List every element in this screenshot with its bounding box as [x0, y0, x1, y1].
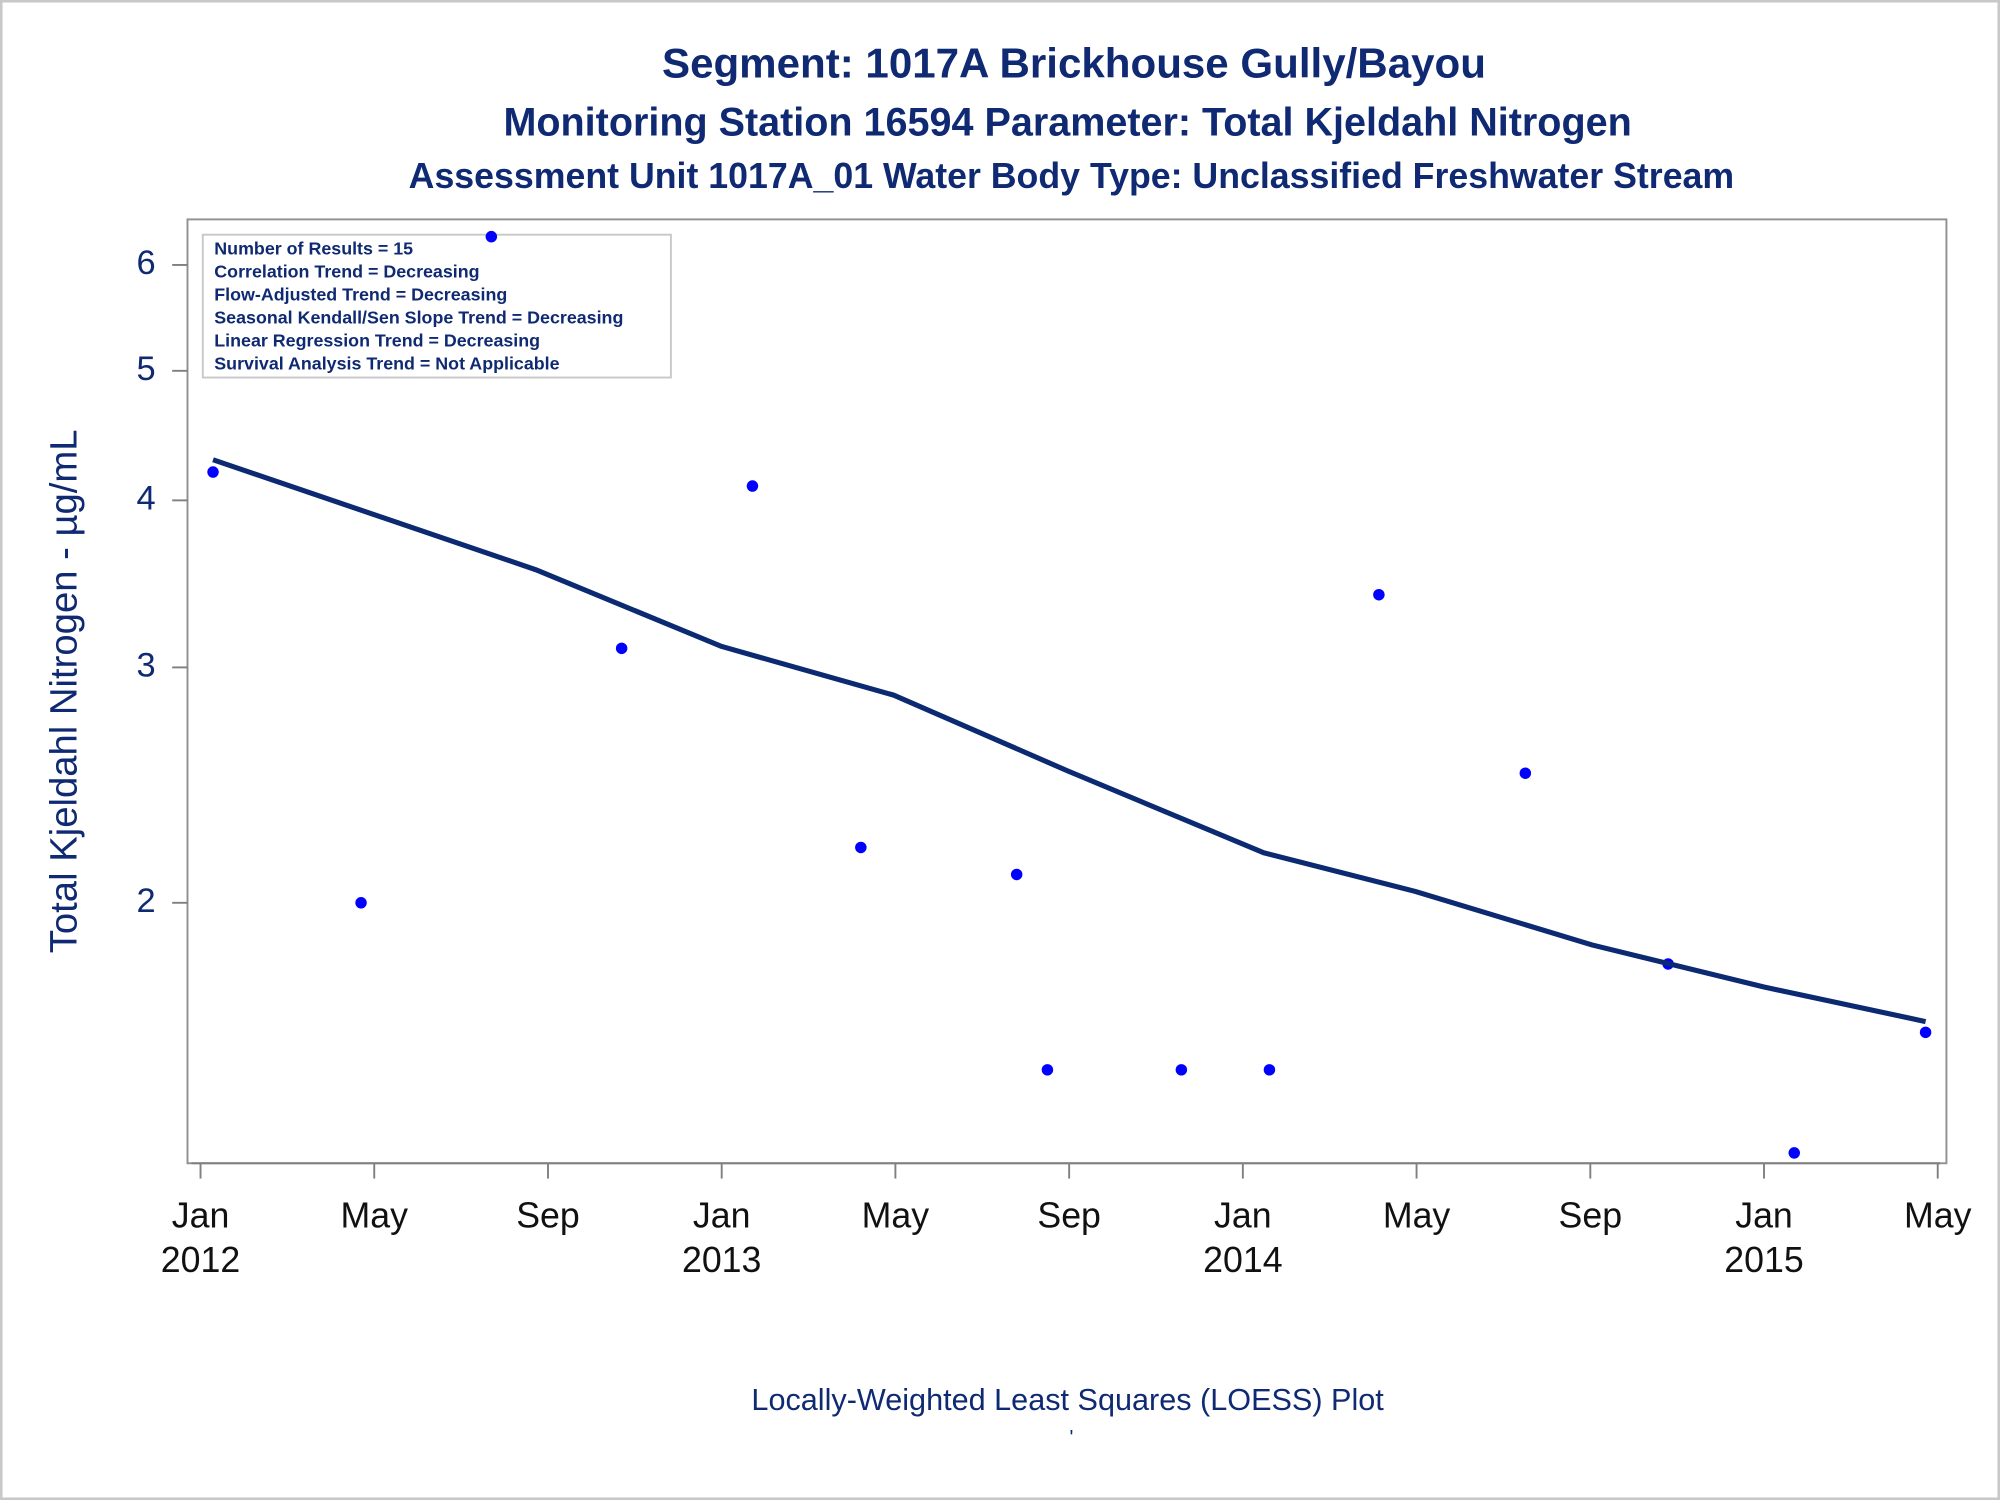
data-point: [1175, 1064, 1188, 1076]
data-point: [355, 897, 367, 909]
annotation: Seasonal Kendall/Sen Slope Trend = Decre…: [214, 308, 623, 328]
x-tick-year-label: 2015: [1724, 1240, 1803, 1280]
x-tick-year-label: 2012: [161, 1240, 240, 1280]
chart-subtitle: Monitoring Station 16594 Parameter: Tota…: [503, 100, 1631, 144]
x-tick-label: Jan: [1214, 1196, 1272, 1236]
info-box: [201, 233, 672, 379]
data-point: [1041, 1064, 1054, 1076]
x-tick-label: Sep: [1037, 1196, 1101, 1236]
x-tick-label: Jan: [1735, 1196, 1793, 1236]
annotation: Number of Results = 15: [214, 239, 413, 259]
x-tick-label: May: [341, 1196, 409, 1236]
annotation: Flow-Adjusted Trend = Decreasing: [214, 285, 507, 305]
y-tick-label: 3: [136, 646, 155, 684]
data-point: [1263, 1064, 1276, 1076]
y-tick-label: 2: [136, 882, 155, 920]
x-tick-label: Sep: [516, 1196, 580, 1236]
annotation: Survival Analysis Trend = Not Applicable: [214, 354, 559, 374]
y-tick-label: 6: [136, 244, 155, 282]
y-axis-label: Total Kjeldahl Nitrogen - µg/mL: [42, 429, 85, 953]
x-tick-label: Sep: [1559, 1196, 1623, 1236]
data-point: [1788, 1147, 1800, 1159]
annotation: Linear Regression Trend = Decreasing: [214, 331, 540, 351]
data-point: [1519, 767, 1532, 779]
data-point: [746, 480, 759, 492]
x-tick-label: May: [1383, 1196, 1451, 1236]
x-tick-label: May: [862, 1196, 930, 1236]
chart-subtitle: Assessment Unit 1017A_01 Water Body Type…: [409, 156, 1734, 196]
data-point: [207, 466, 219, 478]
chart-title: Segment: 1017A Brickhouse Gully/Bayou: [662, 39, 1486, 86]
y-tick-label: 5: [136, 350, 155, 388]
data-point: [1010, 868, 1023, 881]
data-point: [855, 841, 867, 854]
footnote-mark: ': [1069, 1427, 1073, 1449]
data-point: [485, 230, 498, 243]
data-point: [1373, 588, 1385, 601]
y-tick-label: 4: [136, 479, 155, 517]
data-point: [615, 642, 628, 655]
x-tick-year-label: 2014: [1203, 1240, 1282, 1280]
x-tick-label: Jan: [172, 1196, 230, 1236]
x-tick-label: Jan: [693, 1196, 751, 1236]
x-tick-label: May: [1904, 1196, 1972, 1236]
annotation: Correlation Trend = Decreasing: [214, 262, 479, 282]
data-point: [1919, 1026, 1932, 1039]
footnote: Locally-Weighted Least Squares (LOESS) P…: [751, 1383, 1384, 1417]
x-tick-year-label: 2013: [682, 1240, 761, 1280]
loess-line: [212, 457, 1927, 1025]
